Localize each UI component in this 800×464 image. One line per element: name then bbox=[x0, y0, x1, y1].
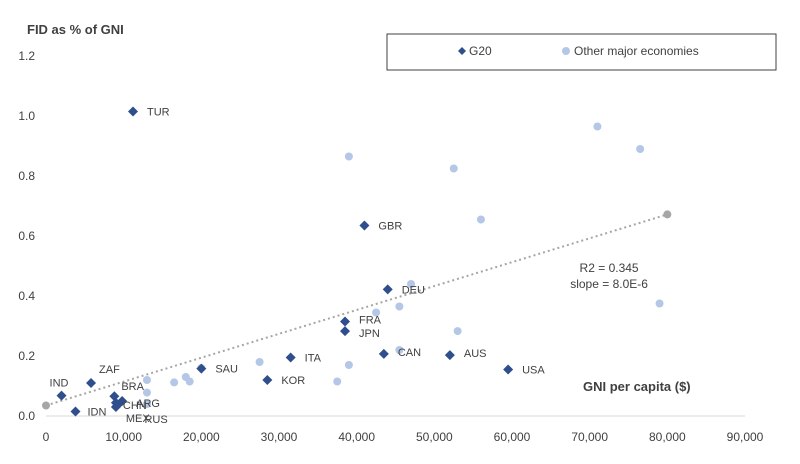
x-axis-ticks: 0 10,000 20,000 30,000 40,000 50,000 60,000 70,… bbox=[43, 430, 764, 444]
other-economy-point bbox=[395, 302, 404, 311]
g20-point-tur bbox=[127, 106, 138, 117]
trend-line bbox=[45, 213, 668, 407]
g20-label-ind: IND bbox=[50, 378, 69, 390]
g20-point-idn bbox=[70, 406, 81, 417]
other-economy-point bbox=[185, 377, 194, 386]
g20-label-fra: FRA bbox=[359, 315, 382, 327]
g20-point-ind bbox=[56, 390, 67, 401]
g20-point-fra bbox=[340, 316, 351, 327]
g20-label-bra: BRA bbox=[121, 381, 144, 393]
g20-label-gbr: GBR bbox=[378, 221, 402, 233]
g20-label-zaf: ZAF bbox=[99, 364, 120, 376]
legend-g20-marker bbox=[458, 47, 466, 55]
other-economy-point bbox=[636, 145, 645, 153]
other-economy-point bbox=[395, 346, 404, 354]
x-tick-label: 40,000 bbox=[338, 430, 375, 444]
other-economy-point bbox=[255, 358, 264, 366]
other-economy-point bbox=[142, 388, 151, 397]
g20-label-mex: MEX bbox=[126, 413, 150, 425]
g20-label-kor: KOR bbox=[281, 375, 305, 387]
legend-other-marker bbox=[562, 47, 570, 55]
legend-other-label: Other major economies bbox=[574, 44, 699, 58]
other-economy-point bbox=[372, 308, 381, 317]
x-tick-label: 30,000 bbox=[261, 430, 298, 444]
g20-label-rus: RUS bbox=[144, 414, 167, 426]
other-economy-point bbox=[476, 215, 485, 224]
trend-endpoint bbox=[42, 401, 50, 410]
g20-label-jpn: JPN bbox=[359, 328, 380, 340]
g20-label-aus: AUS bbox=[464, 348, 487, 360]
other-economy-point bbox=[142, 400, 151, 408]
g20-point-bra bbox=[109, 391, 120, 402]
g20-points bbox=[56, 106, 514, 417]
y-tick-label: 1.0 bbox=[18, 109, 35, 123]
other-economy-point bbox=[333, 377, 342, 386]
g20-point-rus bbox=[112, 400, 123, 411]
legend-g20-label: G20 bbox=[469, 44, 492, 58]
g20-label-sau: SAU bbox=[215, 364, 238, 376]
x-tick-label: 60,000 bbox=[494, 430, 531, 444]
y-tick-label: 0.8 bbox=[18, 169, 35, 183]
y-tick-label: 1.2 bbox=[18, 49, 35, 63]
y-tick-label: 0.2 bbox=[18, 349, 35, 363]
g20-point-can bbox=[378, 348, 389, 359]
other-economy-point bbox=[142, 376, 151, 384]
y-tick-label: 0.0 bbox=[18, 409, 35, 423]
other-economy-point bbox=[407, 280, 416, 288]
other-economies-points bbox=[142, 122, 664, 408]
x-tick-label: 70,000 bbox=[571, 430, 608, 444]
annotation-line: R2 = 0.345 bbox=[580, 261, 639, 275]
x-axis-title: GNI per capita ($) bbox=[583, 379, 691, 394]
other-economy-point bbox=[655, 299, 664, 308]
other-economy-point bbox=[593, 122, 602, 131]
x-tick-label: 10,000 bbox=[105, 430, 142, 444]
g20-label-can: CAN bbox=[398, 347, 421, 359]
other-economy-point bbox=[449, 164, 458, 173]
g20-label-deu: DEU bbox=[402, 284, 425, 296]
g20-label-arg: ARG bbox=[136, 398, 160, 410]
g20-label-tur: TUR bbox=[147, 107, 170, 119]
trend-endpoints bbox=[42, 210, 672, 410]
y-axis-ticks: 0.0 0.2 0.4 0.6 0.8 1.0 1.2 bbox=[18, 49, 35, 423]
y-tick-label: 0.4 bbox=[18, 289, 35, 303]
g20-point-jpn bbox=[340, 326, 351, 337]
g20-point-aus bbox=[444, 350, 455, 361]
y-tick-label: 0.6 bbox=[18, 229, 35, 243]
annotation-line: slope = 8.0E-6 bbox=[570, 277, 648, 291]
x-tick-label: 0 bbox=[43, 430, 50, 444]
g20-point-sau bbox=[196, 363, 207, 374]
other-economy-point bbox=[344, 152, 353, 161]
other-economy-point bbox=[170, 378, 179, 387]
g20-label-ita: ITA bbox=[305, 353, 322, 365]
legend: G20 Other major economies bbox=[386, 33, 777, 71]
x-tick-label: 20,000 bbox=[183, 430, 220, 444]
g20-label-usa: USA bbox=[522, 365, 545, 377]
g20-point-gbr bbox=[359, 220, 370, 231]
g20-point-usa bbox=[503, 364, 514, 375]
x-tick-label: 90,000 bbox=[727, 430, 764, 444]
other-economy-point bbox=[344, 361, 353, 369]
g20-label-idn: IDN bbox=[88, 407, 107, 419]
y-axis-title: FID as % of GNI bbox=[27, 22, 124, 37]
g20-label-chn: CHN bbox=[123, 400, 147, 412]
g20-point-deu bbox=[382, 284, 393, 295]
g20-point-kor bbox=[262, 375, 273, 385]
regression-annotation: R2 = 0.345 slope = 8.0E-6 bbox=[570, 261, 648, 291]
x-tick-label: 80,000 bbox=[649, 430, 686, 444]
legend-box bbox=[386, 33, 777, 71]
trend-endpoint bbox=[663, 210, 672, 219]
x-tick-label: 50,000 bbox=[416, 430, 453, 444]
g20-point-ita bbox=[285, 352, 296, 363]
g20-point-zaf bbox=[86, 378, 97, 388]
other-economy-point bbox=[453, 327, 462, 336]
